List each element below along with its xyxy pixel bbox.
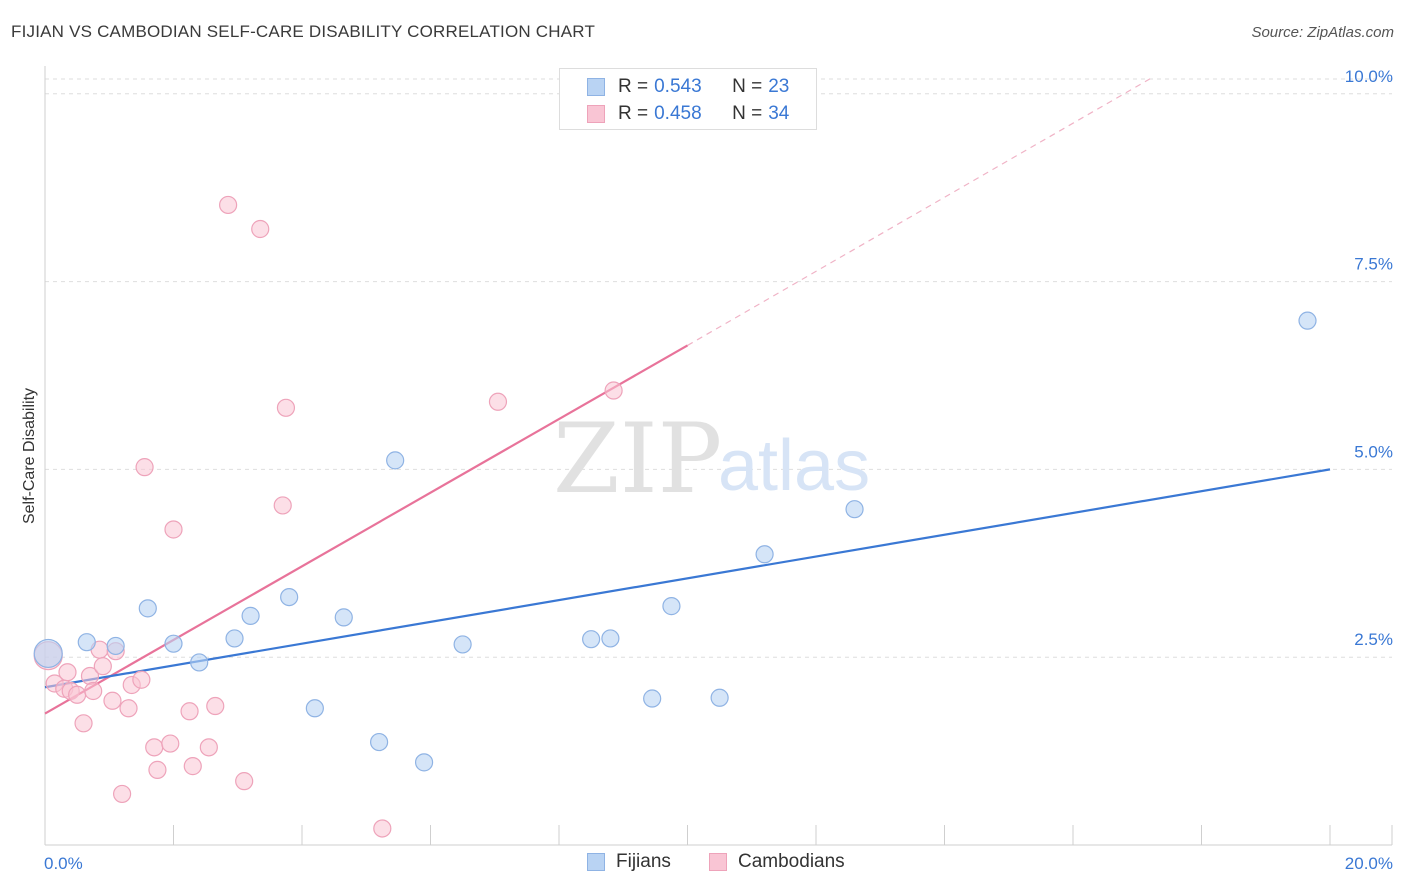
fijian-point	[280, 587, 299, 607]
cambodian-point	[103, 691, 122, 710]
cambodian-swatch	[587, 105, 605, 123]
fijian-point	[601, 629, 620, 648]
cambodian-point	[488, 392, 508, 411]
r-value: 0.458	[654, 103, 702, 124]
fijian-point	[755, 545, 774, 564]
fijian-point	[106, 636, 125, 656]
fijian-point	[33, 638, 63, 669]
cambodian-point	[199, 738, 218, 757]
fijian-swatch	[587, 78, 605, 96]
trendlines	[44, 78, 1331, 715]
cambodian-point	[161, 734, 180, 753]
cambodian-point	[68, 685, 87, 704]
r-label: R =	[618, 103, 649, 124]
cambodian-trend-line	[44, 344, 689, 715]
cambodian-legend-swatch	[709, 853, 727, 871]
n-label: N =	[732, 76, 763, 97]
legend-row-cambodians: R = 0.458 N = 34	[560, 101, 789, 127]
tick-labels: 2.5% 5.0% 7.5% 10.0% 0.0% 20.0%	[44, 67, 1393, 873]
fijian-point	[225, 629, 244, 648]
fijian-point	[164, 634, 183, 653]
cambodian-point	[251, 219, 270, 239]
fijian-point	[305, 699, 324, 718]
y-tick-label: 2.5%	[1354, 630, 1393, 649]
n-value: 23	[768, 76, 790, 97]
legend-item-fijians: Fijians	[587, 851, 671, 873]
watermark: ZIP atlas	[553, 403, 870, 515]
fijian-trend-line	[44, 468, 1331, 689]
fijian-point	[662, 597, 681, 616]
y-tick-label: 7.5%	[1354, 255, 1393, 274]
cambodian-point	[183, 757, 202, 776]
fijian-point	[77, 633, 96, 652]
watermark-zip: ZIP	[553, 403, 722, 515]
correlation-legend: R = 0.543 N = 23 R = 0.458 N = 34	[559, 68, 817, 130]
y-tick-label: 5.0%	[1354, 442, 1393, 461]
cambodian-point	[219, 195, 238, 215]
chart-title: FIJIAN VS CAMBODIAN SELF-CARE DISABILITY…	[11, 22, 596, 41]
r-label: R =	[618, 76, 649, 97]
cambodian-point	[604, 381, 623, 400]
cambodian-point	[74, 714, 93, 733]
cambodian-point	[84, 681, 103, 701]
x-tick-label-max: 20.0%	[1345, 854, 1393, 873]
data-points	[33, 195, 1317, 838]
cambodian-point	[206, 696, 225, 716]
fijian-point	[582, 630, 601, 649]
fijian-point	[845, 500, 864, 519]
fijian-legend-swatch	[587, 853, 605, 871]
fijian-point	[370, 732, 389, 752]
cambodian-point	[135, 458, 154, 477]
fijian-point	[334, 608, 353, 627]
cambodian-point	[276, 398, 296, 417]
x-tick-label-min: 0.0%	[44, 854, 83, 873]
fijian-point	[710, 688, 729, 707]
legend-item-cambodians: Cambodians	[709, 851, 845, 873]
cambodian-point	[148, 760, 167, 779]
axes	[44, 66, 1393, 846]
cambodian-point	[145, 738, 164, 757]
cambodian-point	[93, 657, 112, 676]
n-value: 34	[768, 103, 790, 124]
cambodian-point	[373, 819, 392, 838]
cambodian-point	[58, 663, 77, 682]
fijian-point	[241, 606, 260, 625]
fijian-point	[453, 635, 472, 654]
cambodian-point	[235, 772, 254, 791]
cambodian-trend-extension	[687, 78, 1151, 346]
n-label: N =	[732, 103, 763, 124]
cambodian-point	[180, 702, 199, 721]
r-value: 0.543	[654, 76, 702, 97]
legend-row-fijians: R = 0.543 N = 23	[560, 74, 789, 100]
source-credit: Source: ZipAtlas.com	[1251, 24, 1394, 41]
watermark-atlas: atlas	[718, 426, 870, 506]
cambodian-point	[132, 670, 151, 689]
fijian-point	[138, 599, 157, 618]
y-tick-label: 10.0%	[1345, 67, 1393, 86]
legend-label-cambodians: Cambodians	[738, 851, 845, 872]
cambodian-point	[119, 699, 138, 718]
fijian-point	[190, 653, 209, 672]
fijian-point	[414, 753, 434, 772]
cambodian-point	[164, 520, 183, 539]
cambodian-point	[112, 784, 132, 804]
fijian-point	[1298, 311, 1317, 330]
fijian-point	[643, 689, 662, 708]
fijian-point	[386, 451, 405, 470]
cambodian-point	[273, 496, 292, 515]
y-axis-label: Self-Care Disability	[21, 388, 38, 524]
legend-label-fijians: Fijians	[616, 851, 671, 872]
gridlines	[45, 78, 1392, 658]
